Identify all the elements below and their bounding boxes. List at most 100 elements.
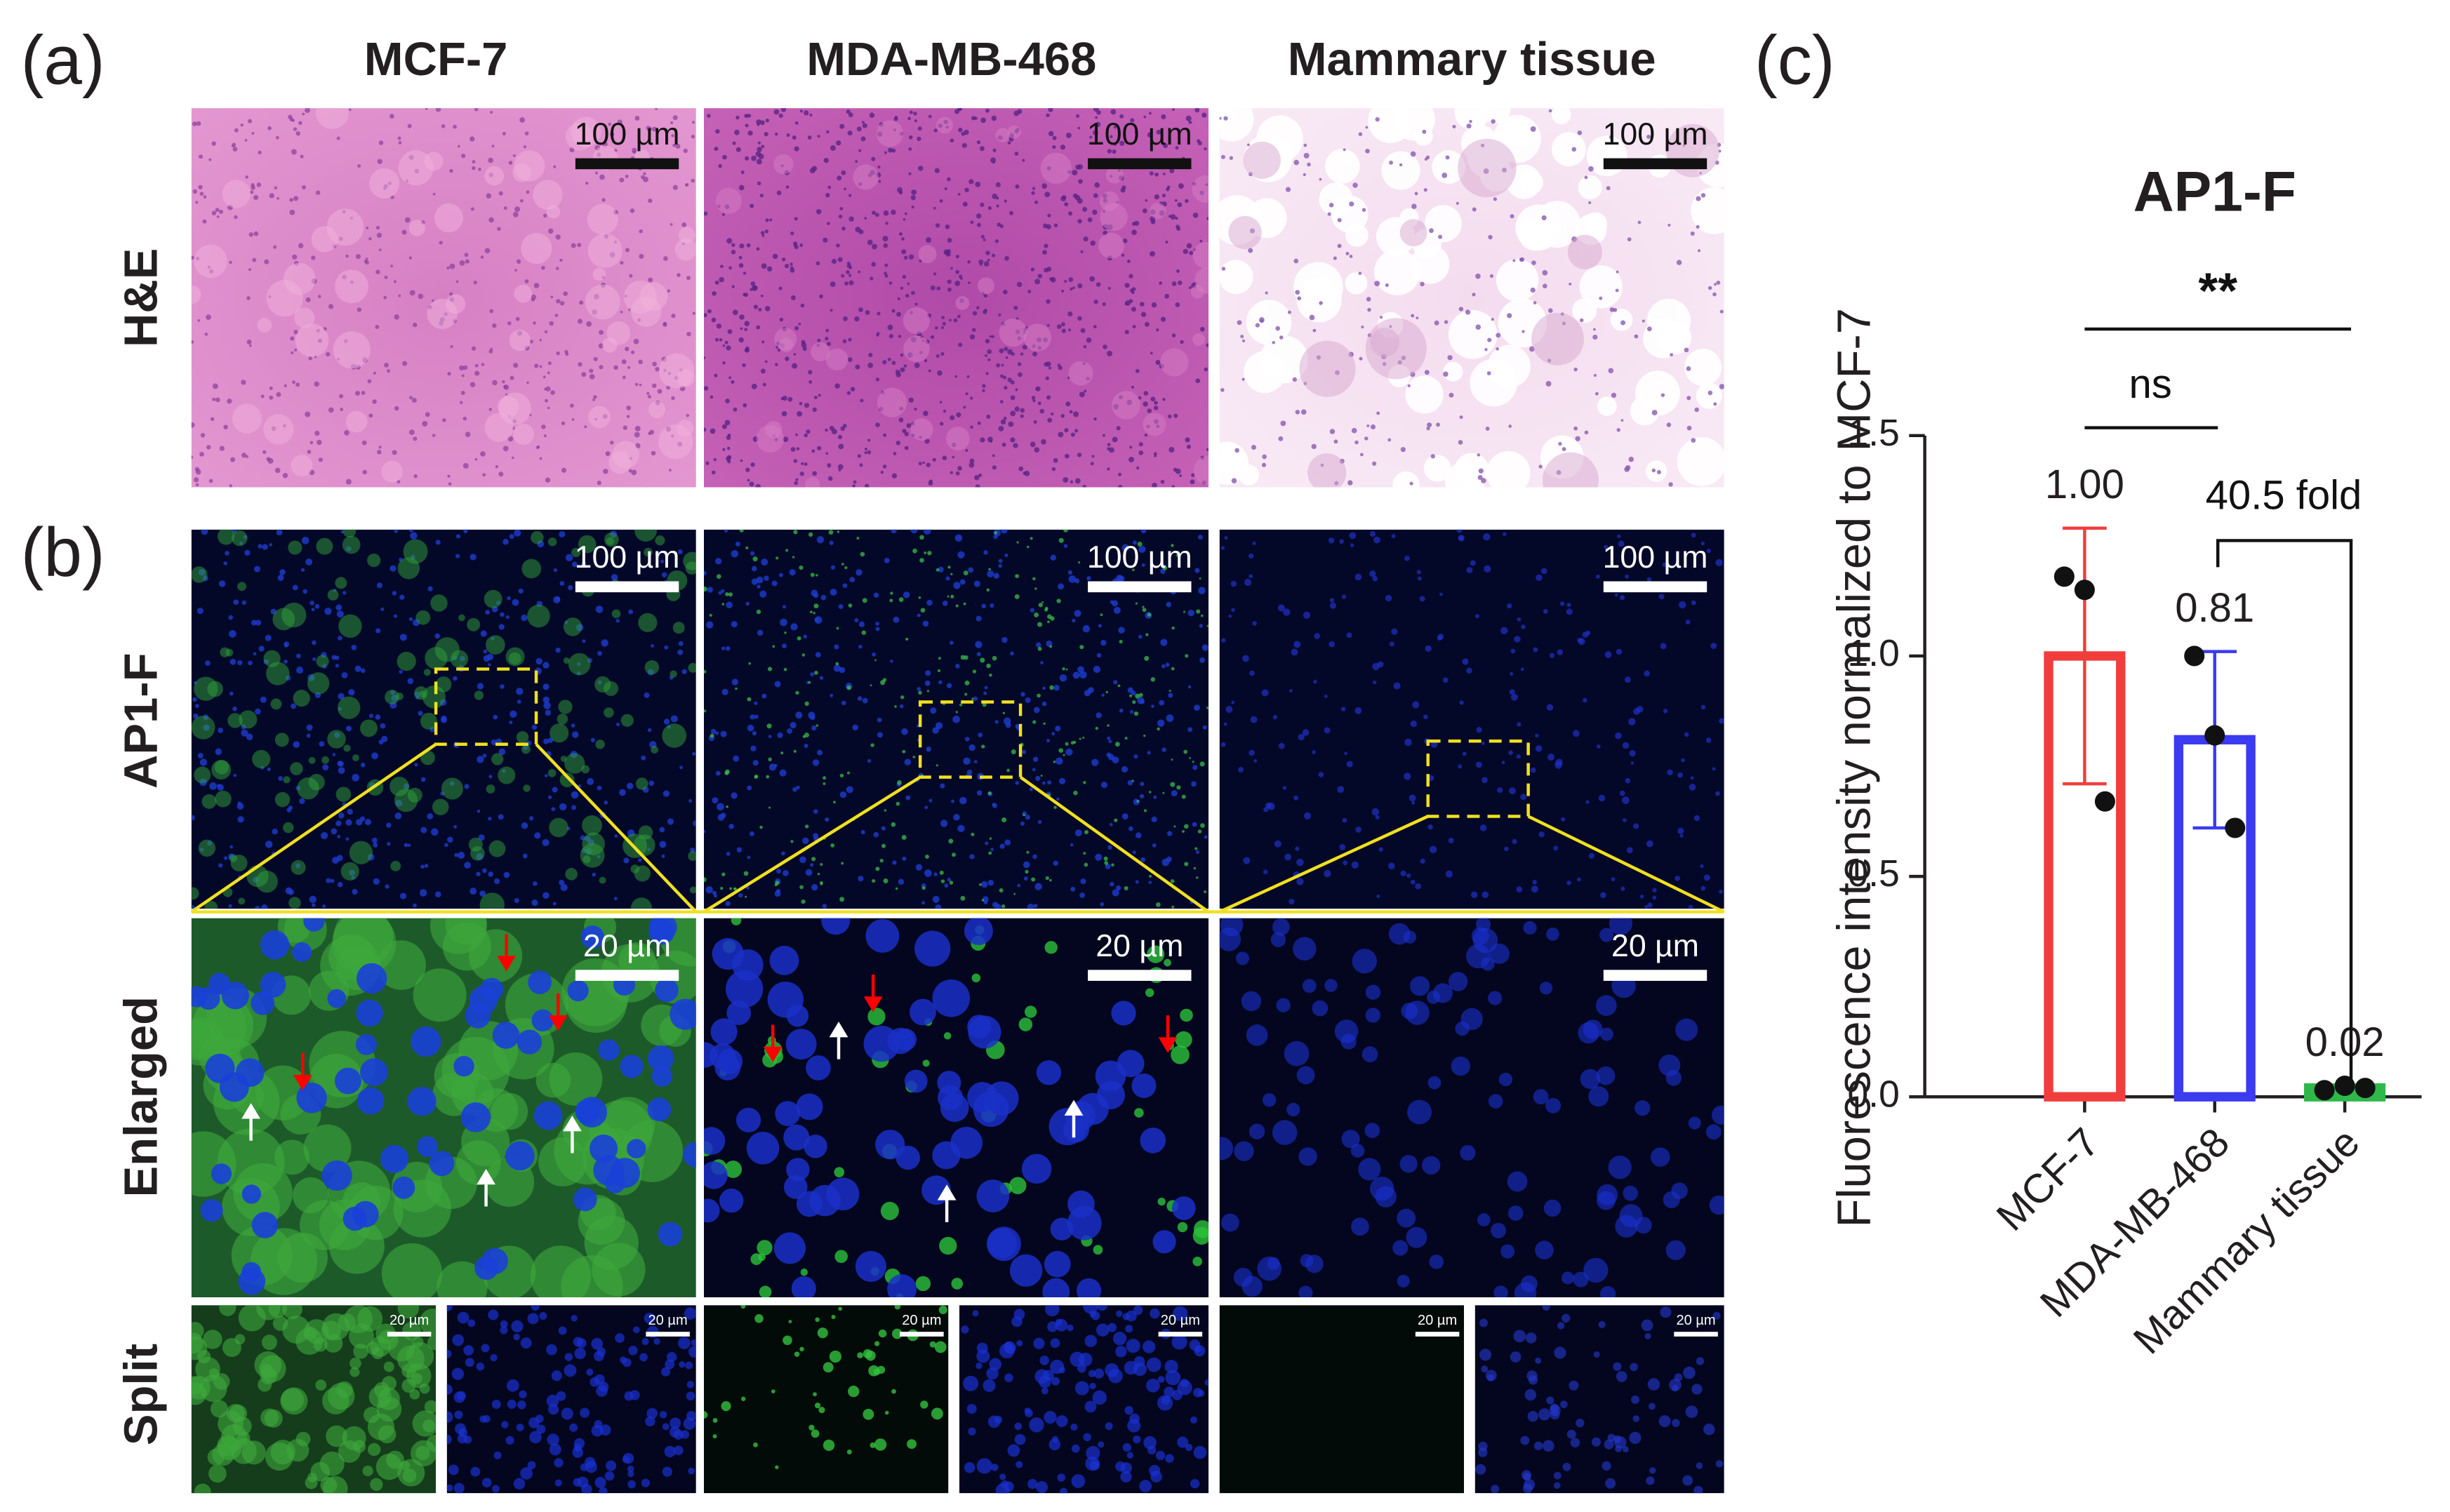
cell [1096, 712, 1102, 718]
cell [191, 715, 215, 740]
cell [776, 888, 781, 893]
cell [288, 540, 302, 555]
cell [1096, 110, 1101, 115]
cell [1107, 447, 1111, 451]
cell [1235, 951, 1249, 965]
cell [872, 652, 877, 657]
cell [294, 348, 298, 352]
cell [455, 554, 460, 558]
cell [509, 329, 531, 352]
cell [888, 281, 893, 285]
cell [829, 540, 834, 545]
cell [743, 293, 747, 297]
cell [743, 272, 747, 275]
cell [1330, 602, 1336, 609]
cell [1639, 895, 1644, 899]
cell [670, 121, 674, 125]
cell [1404, 738, 1412, 747]
cell [881, 826, 886, 831]
cell [1337, 243, 1342, 248]
cell [1180, 340, 1184, 344]
cell [1646, 1476, 1655, 1485]
cell [505, 1436, 514, 1445]
scale-bar-label: 100 µm [575, 540, 680, 575]
cell [340, 862, 359, 881]
cell [782, 605, 786, 609]
cell [1560, 601, 1565, 606]
cell [1619, 1204, 1643, 1228]
cell [828, 530, 834, 535]
cell [846, 261, 851, 265]
cell [1668, 482, 1673, 487]
cell [1647, 902, 1653, 908]
cell [472, 160, 476, 164]
cell [792, 556, 795, 558]
cell [969, 334, 976, 340]
scale-bar [1603, 970, 1707, 981]
cell [992, 194, 998, 199]
cell [1166, 187, 1170, 192]
cell [301, 185, 306, 190]
cell [446, 1305, 453, 1311]
cell [1072, 671, 1080, 679]
cell [1010, 380, 1015, 384]
cell [913, 112, 917, 116]
cell [1459, 700, 1464, 705]
cell [969, 854, 975, 859]
cell [543, 702, 551, 709]
cell [1674, 1373, 1683, 1381]
cell [950, 1127, 983, 1159]
cell [394, 314, 399, 320]
cell [1053, 685, 1060, 691]
cell [423, 669, 431, 676]
cell [1046, 323, 1050, 327]
cell [999, 888, 1004, 892]
cell [1518, 217, 1552, 251]
cell [1143, 115, 1147, 119]
cell [234, 215, 238, 220]
cell [692, 312, 695, 315]
cell [1008, 421, 1014, 427]
cell [800, 1269, 808, 1276]
cell [1119, 140, 1125, 146]
cell [938, 669, 941, 672]
cell [659, 1411, 667, 1419]
cell [334, 1067, 361, 1095]
cell [1645, 460, 1667, 482]
cell [1010, 410, 1016, 417]
cell [678, 641, 684, 646]
cell [672, 622, 685, 634]
cell [747, 855, 751, 859]
cell [318, 457, 324, 462]
cell [1143, 391, 1149, 396]
cell [1262, 1093, 1277, 1107]
cell [547, 795, 552, 799]
cell [1501, 761, 1505, 765]
cell [1102, 302, 1106, 307]
cell [1047, 620, 1050, 624]
cell [846, 391, 851, 395]
cell [1365, 148, 1370, 154]
cell [1141, 563, 1145, 567]
cell [932, 727, 939, 734]
cell [455, 534, 460, 539]
cell [1425, 645, 1432, 652]
cell [899, 704, 904, 709]
scale-bar [1415, 1332, 1460, 1337]
cell [634, 431, 640, 438]
cell [289, 198, 293, 202]
cell [1016, 281, 1023, 288]
cell [211, 1163, 232, 1184]
cell [1060, 322, 1065, 327]
cell [584, 425, 587, 429]
cell [197, 319, 200, 322]
cell [1295, 410, 1300, 415]
cell [923, 410, 928, 416]
cell [997, 222, 1001, 227]
cell [1127, 687, 1133, 693]
cell [208, 479, 213, 483]
cell [1365, 984, 1381, 1000]
cell [764, 229, 769, 234]
cell [778, 573, 783, 577]
